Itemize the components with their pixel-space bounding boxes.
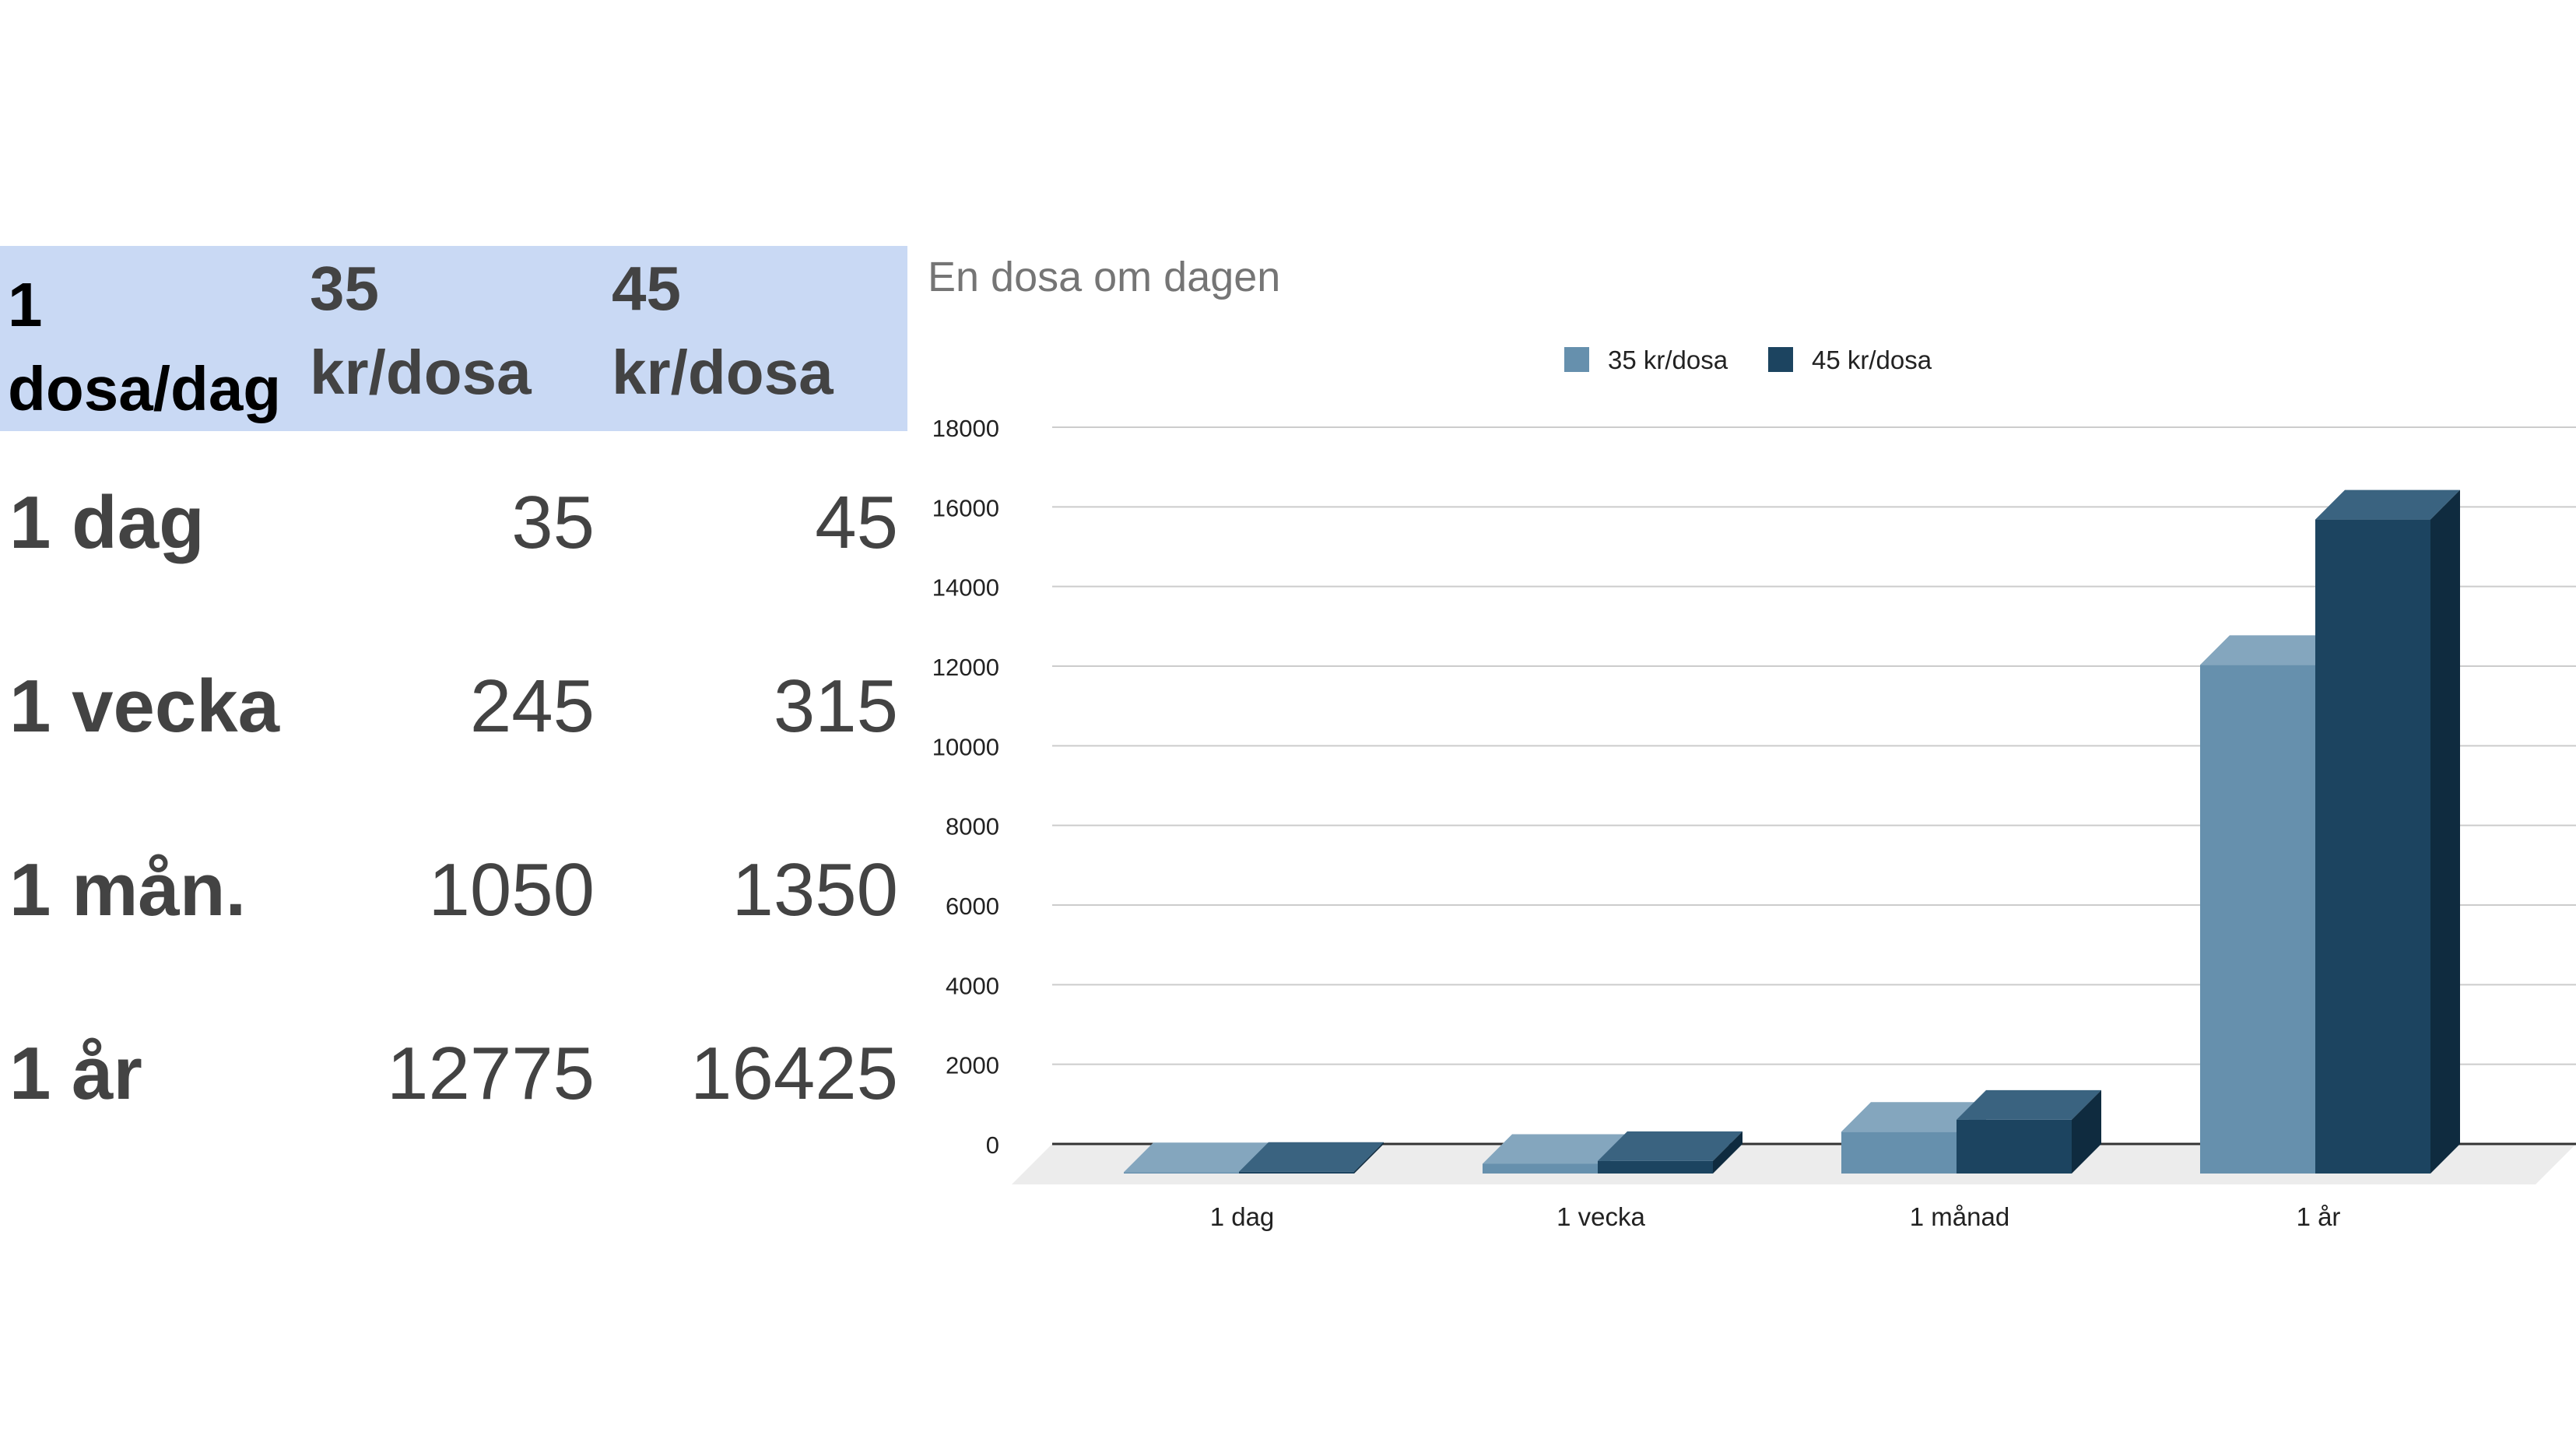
y-tick-label: 6000 [946,893,999,920]
table-row: 1 mån. 1050 1350 [0,798,907,982]
y-tick-label: 18000 [932,415,999,442]
bar-front [2200,665,2315,1174]
bar-front [1598,1160,1713,1174]
y-tick-label: 14000 [932,574,999,602]
row-label: 1 dag [9,481,205,564]
cost-35-cell: 1050 [428,848,595,932]
bar-side [2072,1089,2101,1174]
chart-floor [1012,1144,2576,1184]
x-tick-label: 1 månad [1910,1202,2009,1231]
table-row: 1 år 12775 16425 [0,982,907,1166]
bar-top [2315,489,2460,520]
bar-front [1483,1163,1598,1174]
table-header-row: 1 dosa/dag 35 kr/dosa 45 kr/dosa [0,246,907,431]
bar-front [1957,1119,2072,1174]
bar-top [1483,1134,1627,1164]
table-row: 1 vecka 245 315 [0,615,907,798]
cost-45-cell: 315 [773,665,898,748]
cost-45-cell: 1350 [732,848,898,932]
row-label: 1 mån. [9,848,247,932]
y-tick-label: 16000 [932,494,999,521]
cost-table: 1 dosa/dag 35 kr/dosa 45 kr/dosa 1 dag 3… [0,246,907,1166]
y-tick-label: 12000 [932,654,999,681]
bar-side [1713,1131,1742,1174]
header-price-35: 35 kr/dosa [310,254,532,407]
y-tick-label: 0 [986,1131,999,1159]
x-tick-label: 1 år [2297,1202,2341,1231]
legend-label: 45 kr/dosa [1812,346,1932,374]
x-tick-label: 1 vecka [1556,1202,1645,1231]
legend-label: 35 kr/dosa [1608,346,1728,374]
bar-top [1239,1142,1384,1172]
legend-swatch [1564,347,1589,372]
bar-top [1841,1102,1986,1132]
row-label: 1 vecka [9,665,280,748]
bar-top [2200,635,2345,665]
bar-front [1124,1172,1239,1174]
cost-45-cell: 16425 [690,1032,898,1115]
chart-title: En dosa om dagen [928,254,1280,300]
y-tick-label: 2000 [946,1052,999,1079]
bar-top [1598,1131,1742,1161]
cost-35-cell: 245 [469,665,595,748]
legend-swatch [1768,347,1793,372]
cost-45-cell: 45 [815,481,898,564]
y-tick-label: 10000 [932,733,999,760]
header-doses-per-day: 1 dosa/dag [8,270,282,423]
bar-front [1239,1171,1354,1174]
y-tick-label: 8000 [946,813,999,840]
bar-front [2315,519,2430,1174]
y-tick-label: 4000 [946,972,999,999]
bar-top [1957,1089,2101,1120]
x-tick-label: 1 dag [1210,1202,1275,1231]
cost-35-cell: 12775 [387,1032,595,1115]
bar-side [2430,489,2460,1174]
cost-35-cell: 35 [511,481,595,564]
table-row: 1 dag 35 45 [0,431,907,615]
bar-front [1841,1131,1957,1174]
bar-top [1124,1142,1269,1173]
bar-side [1354,1142,1384,1174]
row-label: 1 år [9,1032,142,1115]
header-price-45: 45 kr/dosa [612,254,834,407]
